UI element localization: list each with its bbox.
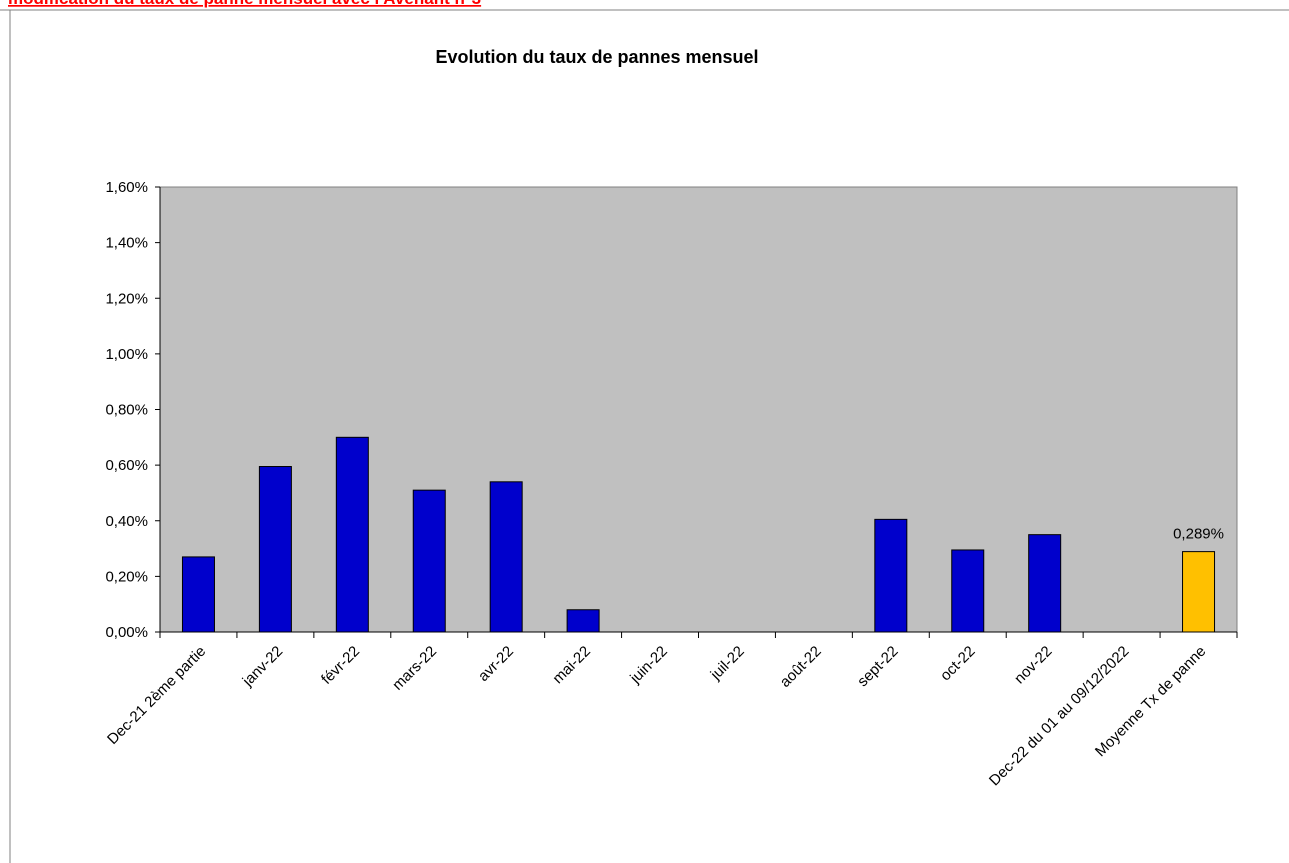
x-tick-label: avr-22 [475, 643, 517, 685]
bar [181, 556, 215, 633]
bar [1028, 534, 1062, 633]
x-tick-label: mars-22 [389, 643, 440, 694]
x-tick-label: janv-22 [239, 643, 287, 691]
x-tick-label: mai-22 [549, 643, 593, 687]
bar [951, 549, 985, 633]
x-tick-label: Dec-21 2ème partie [104, 643, 209, 748]
y-tick-label: 0,60% [105, 457, 148, 474]
y-tick-label: 0,20% [105, 568, 148, 585]
y-tick-label: 0,80% [105, 402, 148, 419]
x-tick-label: Dec-22 du 01 au 09/12/2022 [986, 643, 1132, 789]
x-tick-label: nov-22 [1011, 643, 1055, 687]
y-tick-label: 0,40% [105, 513, 148, 530]
y-tick-label: 1,00% [105, 346, 148, 363]
y-tick-label: 1,40% [105, 235, 148, 252]
bar [566, 609, 600, 633]
page-header: modification du taux de panne mensuel av… [8, 0, 481, 8]
x-tick-label: févr-22 [318, 643, 363, 688]
bar [258, 466, 292, 633]
x-tick-label: juin-22 [626, 643, 671, 688]
x-tick-label: juil-22 [707, 643, 748, 684]
chart-title: Evolution du taux de pannes mensuel [435, 47, 758, 67]
x-tick-label: août-22 [777, 643, 825, 691]
x-tick-label: sept-22 [854, 643, 901, 690]
bar [1182, 551, 1216, 633]
y-tick-label: 0,00% [105, 624, 148, 641]
bar [489, 481, 523, 633]
plot-area [159, 186, 1238, 633]
bar [335, 436, 369, 633]
x-tick-label: oct-22 [937, 643, 979, 685]
value-label: 0,289% [1173, 526, 1224, 543]
y-tick-label: 1,60% [105, 179, 148, 196]
bar [412, 489, 446, 633]
y-tick-label: 1,20% [105, 290, 148, 307]
bar [874, 518, 908, 633]
